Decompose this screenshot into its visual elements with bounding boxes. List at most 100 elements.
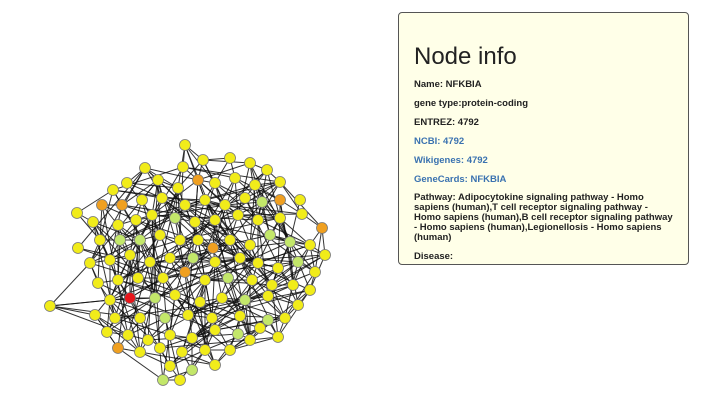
gene-node[interactable] xyxy=(139,162,151,174)
gene-node[interactable] xyxy=(284,236,296,248)
gene-node[interactable] xyxy=(274,194,286,206)
wikigenes-link[interactable]: Wikigenes: 4792 xyxy=(414,155,488,166)
gene-node[interactable] xyxy=(104,254,116,266)
gene-node[interactable] xyxy=(104,294,116,306)
gene-node[interactable] xyxy=(154,342,166,354)
gene-node[interactable] xyxy=(224,234,236,246)
gene-node[interactable] xyxy=(101,326,113,338)
gene-node[interactable] xyxy=(239,192,251,204)
gene-node[interactable] xyxy=(294,194,306,206)
gene-node[interactable] xyxy=(256,196,268,208)
gene-node[interactable] xyxy=(179,199,191,211)
gene-node[interactable] xyxy=(121,177,133,189)
gene-node[interactable] xyxy=(222,272,234,284)
gene-node[interactable] xyxy=(134,312,146,324)
gene-node[interactable] xyxy=(224,152,236,164)
gene-node[interactable] xyxy=(96,199,108,211)
gene-node[interactable] xyxy=(264,229,276,241)
gene-node[interactable] xyxy=(157,374,169,386)
gene-node[interactable] xyxy=(199,344,211,356)
gene-node[interactable] xyxy=(92,277,104,289)
genecards-link[interactable]: GeneCards: NFKBIA xyxy=(414,174,507,185)
gene-node[interactable] xyxy=(174,374,186,386)
gene-node[interactable] xyxy=(164,252,176,264)
gene-node[interactable] xyxy=(274,212,286,224)
gene-node[interactable] xyxy=(216,292,228,304)
gene-node[interactable] xyxy=(199,194,211,206)
gene-node[interactable] xyxy=(246,274,258,286)
gene-node[interactable] xyxy=(114,234,126,246)
gene-node[interactable] xyxy=(187,252,199,264)
gene-node[interactable] xyxy=(130,214,142,226)
gene-node[interactable] xyxy=(209,256,221,268)
gene-node[interactable] xyxy=(192,174,204,186)
gene-node[interactable] xyxy=(292,256,304,268)
gene-node[interactable] xyxy=(144,256,156,268)
gene-node[interactable] xyxy=(262,290,274,302)
gene-node[interactable] xyxy=(244,157,256,169)
gene-node[interactable] xyxy=(107,184,119,196)
gene-node[interactable] xyxy=(272,331,284,343)
gene-node[interactable] xyxy=(132,272,144,284)
gene-node[interactable] xyxy=(154,229,166,241)
gene-node[interactable] xyxy=(186,332,198,344)
gene-node[interactable] xyxy=(174,234,186,246)
gene-node[interactable] xyxy=(316,222,328,234)
gene-node[interactable] xyxy=(122,329,134,341)
gene-node[interactable] xyxy=(304,284,316,296)
gene-node[interactable] xyxy=(304,239,316,251)
gene-node[interactable] xyxy=(116,199,128,211)
gene-node[interactable] xyxy=(186,364,198,376)
gene-node[interactable] xyxy=(112,274,124,286)
gene-node[interactable] xyxy=(112,342,124,354)
network-nodes[interactable] xyxy=(44,139,331,386)
gene-node[interactable] xyxy=(252,214,264,226)
gene-node[interactable] xyxy=(261,164,273,176)
gene-node[interactable] xyxy=(232,328,244,340)
gene-node[interactable] xyxy=(189,216,201,228)
gene-node[interactable] xyxy=(124,249,136,261)
gene-node[interactable] xyxy=(179,266,191,278)
gene-node[interactable] xyxy=(72,242,84,254)
gene-node[interactable] xyxy=(109,312,121,324)
gene-node[interactable] xyxy=(239,294,251,306)
gene-node[interactable] xyxy=(244,239,256,251)
gene-node[interactable] xyxy=(89,309,101,321)
gene-node[interactable] xyxy=(234,310,246,322)
gene-node[interactable] xyxy=(219,199,231,211)
gene-node[interactable] xyxy=(234,252,246,264)
gene-node[interactable] xyxy=(292,299,304,311)
gene-node[interactable] xyxy=(134,234,146,246)
gene-node[interactable] xyxy=(274,176,286,188)
gene-node[interactable] xyxy=(206,312,218,324)
gene-node[interactable] xyxy=(164,329,176,341)
gene-node[interactable] xyxy=(224,344,236,356)
gene-node[interactable] xyxy=(249,179,261,191)
gene-node[interactable] xyxy=(136,194,148,206)
gene-node[interactable] xyxy=(192,234,204,246)
gene-node[interactable] xyxy=(252,257,264,269)
gene-node[interactable] xyxy=(169,212,181,224)
gene-node[interactable] xyxy=(152,174,164,186)
gene-node[interactable] xyxy=(179,139,191,151)
gene-node[interactable] xyxy=(157,272,169,284)
gene-node[interactable] xyxy=(199,274,211,286)
gene-node[interactable] xyxy=(262,314,274,326)
gene-node[interactable] xyxy=(44,300,56,312)
gene-node[interactable] xyxy=(172,182,184,194)
gene-node[interactable] xyxy=(194,296,206,308)
gene-node[interactable] xyxy=(112,219,124,231)
gene-node[interactable] xyxy=(209,214,221,226)
gene-node[interactable] xyxy=(177,161,189,173)
ncbi-link[interactable]: NCBI: 4792 xyxy=(414,136,465,147)
gene-node[interactable] xyxy=(266,279,278,291)
gene-node[interactable] xyxy=(164,360,176,372)
gene-node[interactable] xyxy=(207,242,219,254)
gene-node[interactable] xyxy=(229,172,241,184)
gene-node[interactable] xyxy=(176,346,188,358)
gene-node[interactable] xyxy=(169,289,181,301)
gene-node[interactable] xyxy=(287,279,299,291)
gene-node[interactable] xyxy=(182,309,194,321)
gene-node[interactable] xyxy=(254,322,266,334)
gene-node[interactable] xyxy=(94,234,106,246)
